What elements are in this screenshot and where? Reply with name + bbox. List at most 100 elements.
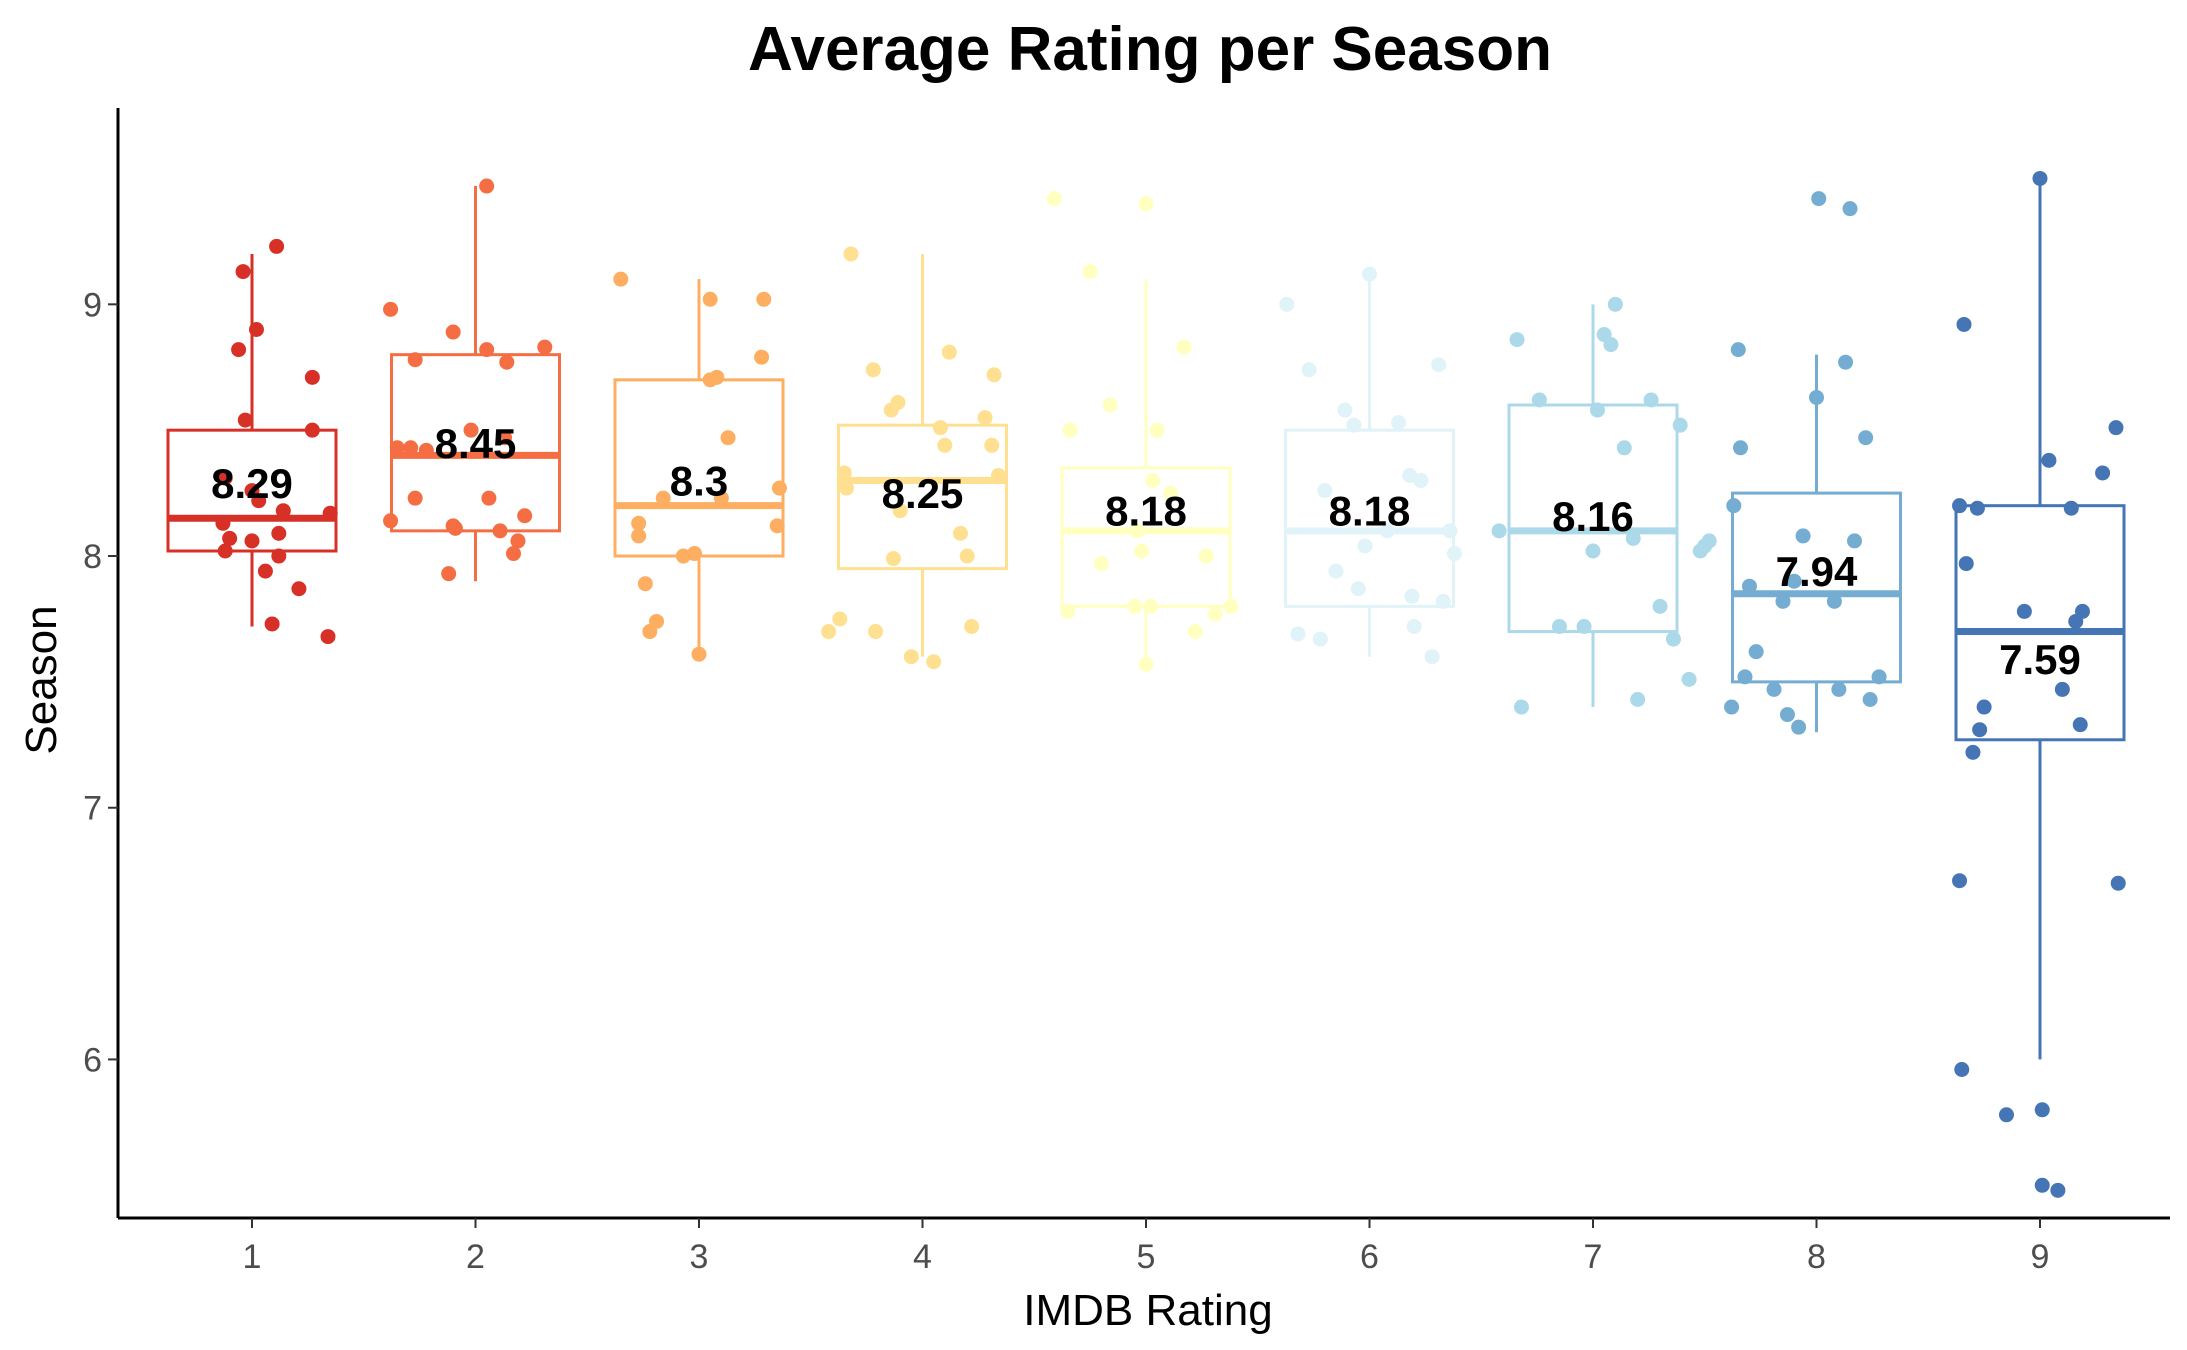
data-point bbox=[1424, 649, 1440, 665]
y-tick-label: 6 bbox=[83, 1041, 102, 1079]
data-point bbox=[1733, 440, 1749, 456]
y-tick-label: 8 bbox=[83, 538, 102, 576]
data-point bbox=[702, 291, 718, 307]
data-point bbox=[2032, 170, 2048, 186]
data-point bbox=[1337, 402, 1353, 418]
mean-label: 8.18 bbox=[1329, 488, 1411, 535]
data-point bbox=[2016, 603, 2032, 619]
data-point bbox=[1625, 530, 1641, 546]
data-point bbox=[2108, 420, 2124, 436]
data-point bbox=[1312, 631, 1328, 647]
data-point bbox=[383, 301, 399, 317]
data-point bbox=[990, 467, 1006, 483]
data-point bbox=[1082, 264, 1098, 280]
data-point bbox=[2034, 1102, 2050, 1118]
x-tick-label: 6 bbox=[1360, 1238, 1379, 1276]
x-tick-label: 3 bbox=[690, 1238, 709, 1276]
data-point bbox=[222, 530, 238, 546]
data-point bbox=[1831, 681, 1847, 697]
data-point bbox=[2034, 1177, 2050, 1193]
data-point bbox=[497, 430, 513, 446]
data-point bbox=[1142, 598, 1158, 614]
data-point bbox=[271, 525, 287, 541]
data-point bbox=[251, 493, 267, 509]
data-point bbox=[389, 440, 405, 456]
data-point bbox=[304, 369, 320, 385]
data-point bbox=[1862, 691, 1878, 707]
data-point bbox=[248, 321, 264, 337]
data-point bbox=[1531, 392, 1547, 408]
data-point bbox=[890, 394, 906, 410]
data-point bbox=[821, 624, 837, 640]
data-point bbox=[2074, 603, 2090, 619]
data-point bbox=[984, 437, 1000, 453]
data-point bbox=[1413, 473, 1429, 489]
data-point bbox=[463, 422, 479, 438]
data-point bbox=[407, 490, 423, 506]
data-point bbox=[709, 369, 725, 385]
x-tick-label: 7 bbox=[1584, 1238, 1603, 1276]
data-point bbox=[637, 576, 653, 592]
data-point bbox=[1811, 191, 1827, 207]
data-point bbox=[1748, 644, 1764, 660]
mean-label: 8.25 bbox=[882, 470, 964, 517]
data-point bbox=[320, 629, 336, 645]
x-tick-label: 2 bbox=[466, 1238, 485, 1276]
data-point bbox=[1509, 332, 1525, 348]
data-point bbox=[479, 342, 495, 358]
data-point bbox=[1187, 624, 1203, 640]
data-point bbox=[1093, 556, 1109, 572]
data-point bbox=[1198, 548, 1214, 564]
data-point bbox=[1766, 681, 1782, 697]
data-point bbox=[892, 503, 908, 519]
data-point bbox=[1279, 296, 1295, 312]
data-point bbox=[1681, 671, 1697, 687]
data-point bbox=[1871, 669, 1887, 685]
box bbox=[837, 423, 1008, 571]
data-point bbox=[1491, 523, 1507, 539]
data-point bbox=[1138, 196, 1154, 212]
data-point bbox=[836, 465, 852, 481]
data-point bbox=[1060, 603, 1076, 619]
data-point bbox=[1290, 626, 1306, 642]
data-point bbox=[675, 548, 691, 564]
data-point bbox=[1129, 523, 1145, 539]
mean-label: 8.3 bbox=[670, 458, 728, 505]
data-point bbox=[407, 352, 423, 368]
data-point bbox=[1513, 699, 1529, 715]
data-point bbox=[2054, 681, 2070, 697]
data-point bbox=[613, 271, 629, 287]
data-point bbox=[1652, 598, 1668, 614]
x-tick-label: 9 bbox=[2031, 1238, 2050, 1276]
data-point bbox=[505, 546, 521, 562]
data-point bbox=[275, 503, 291, 519]
data-point bbox=[1446, 546, 1462, 562]
data-point bbox=[1062, 422, 1078, 438]
data-point bbox=[418, 442, 434, 458]
data-point bbox=[499, 354, 515, 370]
data-point bbox=[1046, 191, 1062, 207]
x-axis-title: IMDB Rating bbox=[1023, 1286, 1272, 1335]
data-point bbox=[1362, 266, 1377, 282]
data-point bbox=[1630, 691, 1646, 707]
data-point bbox=[631, 528, 647, 544]
data-point bbox=[1976, 699, 1992, 715]
data-point bbox=[1301, 362, 1317, 378]
data-point bbox=[756, 291, 772, 307]
data-point bbox=[1741, 578, 1757, 594]
chart-title: Average Rating per Season bbox=[748, 15, 1552, 84]
data-point bbox=[2050, 1182, 2066, 1198]
data-point bbox=[1616, 440, 1632, 456]
data-point bbox=[631, 515, 647, 531]
data-point bbox=[304, 422, 320, 438]
data-point bbox=[291, 581, 307, 597]
data-point bbox=[2041, 452, 2057, 468]
data-point bbox=[1672, 417, 1688, 433]
data-point bbox=[1163, 485, 1179, 501]
data-point bbox=[1346, 417, 1362, 433]
data-point bbox=[217, 543, 233, 559]
data-point bbox=[754, 349, 770, 365]
x-tick-label: 8 bbox=[1807, 1238, 1826, 1276]
data-point bbox=[1431, 357, 1447, 373]
data-point bbox=[1730, 342, 1746, 358]
